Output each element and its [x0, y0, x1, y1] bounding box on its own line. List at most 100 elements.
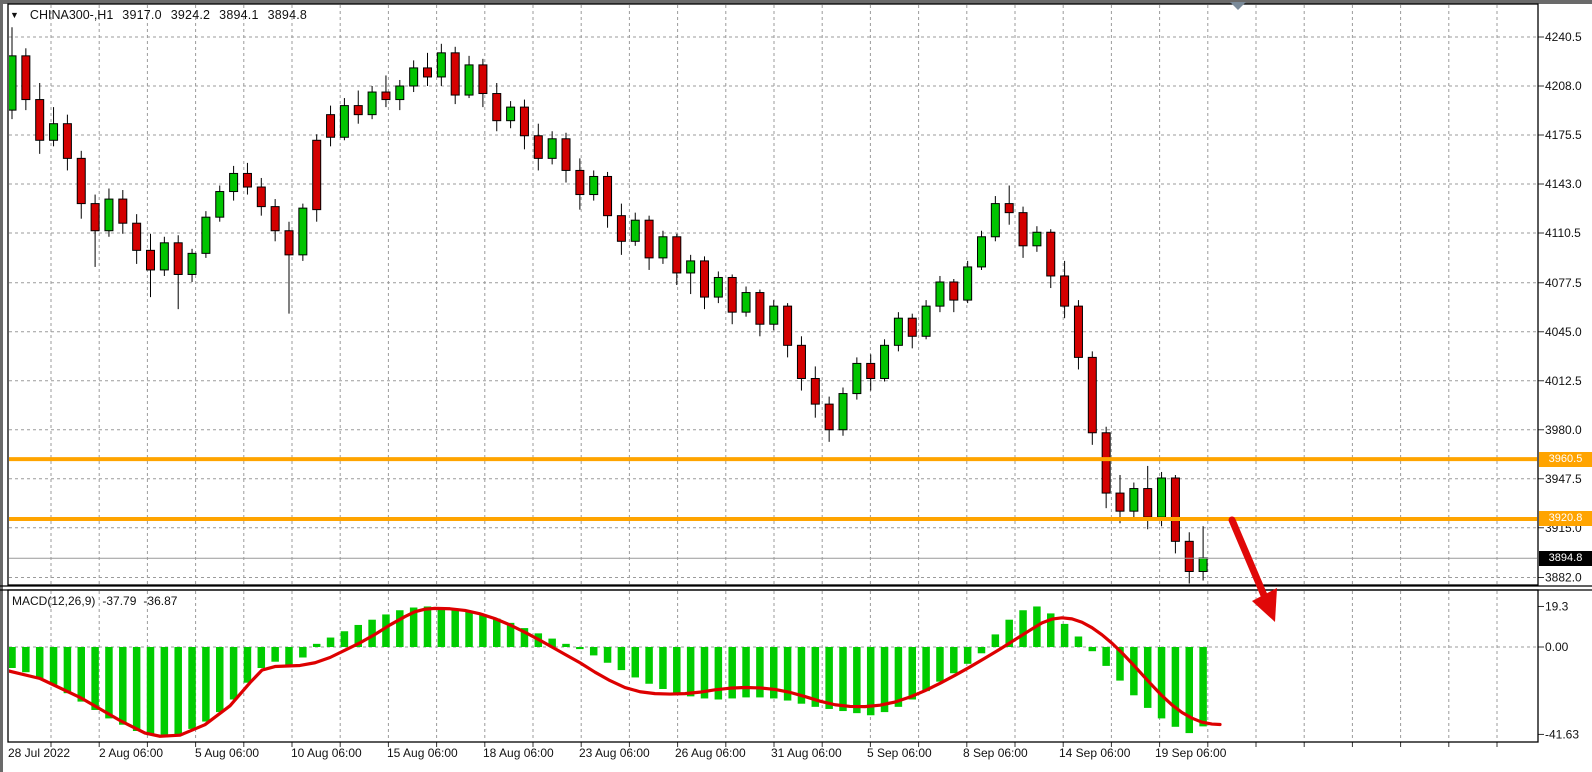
candle-up: [1157, 477, 1167, 518]
macd-histogram-bar: [382, 614, 390, 647]
macd-histogram-bar: [119, 647, 127, 725]
macd-histogram-bar: [1185, 647, 1193, 734]
candle-up: [880, 344, 890, 379]
macd-histogram-bar: [1019, 610, 1027, 647]
candle-up: [436, 52, 446, 78]
macd-histogram-bar: [9, 647, 16, 668]
macd-panel[interactable]: [5, 606, 1537, 738]
candle-down: [492, 93, 502, 122]
price-axis-label: 4110.5: [1545, 226, 1581, 240]
macd-histogram-bar: [936, 647, 944, 682]
red-down-arrow-head[interactable]: [1252, 588, 1277, 622]
candle-up: [187, 252, 197, 275]
candle-down: [90, 203, 100, 232]
candle-down: [242, 172, 252, 188]
macd-panel-border: [7, 589, 1539, 743]
candle-up: [395, 85, 405, 101]
price-badge-last: 3894.8: [1539, 551, 1592, 566]
macd-histogram-bar: [146, 647, 155, 736]
candle-up: [658, 236, 668, 259]
candle-up: [852, 362, 862, 395]
candle-up: [339, 105, 349, 138]
macd-histogram-bar: [991, 634, 1000, 647]
candle-down: [450, 52, 460, 96]
candle-down: [62, 123, 72, 159]
candle-down: [561, 138, 571, 171]
candle-down: [21, 55, 31, 101]
price-axis-label: 4077.5: [1545, 276, 1582, 290]
main-panel-border: [7, 3, 1539, 586]
macd-histogram-bar: [908, 647, 916, 700]
candle-down: [1004, 203, 1014, 214]
macd-main-value: -37.79: [102, 594, 137, 608]
macd-histogram-bar: [728, 647, 736, 699]
price-axis-label: 4175.5: [1545, 128, 1582, 142]
time-axis-label: 15 Aug 06:00: [387, 746, 458, 760]
candle-down: [1170, 477, 1180, 542]
macd-histogram-bar: [63, 647, 72, 694]
macd-signal-line: [9, 606, 1222, 738]
candle-up: [229, 172, 239, 193]
macd-histogram-bar: [839, 647, 847, 712]
macd-histogram-bar: [797, 647, 806, 704]
macd-histogram-bar: [451, 608, 459, 647]
candle-up: [990, 203, 1000, 238]
candle-up: [630, 219, 640, 242]
time-axis-label: 8 Sep 06:00: [963, 746, 1028, 760]
candle-up: [9, 55, 17, 111]
candle-up: [298, 207, 308, 256]
macd-histogram-bar: [493, 618, 501, 647]
candle-down: [1060, 275, 1070, 307]
macd-histogram-bar: [160, 647, 169, 738]
candle-down: [616, 215, 626, 242]
macd-histogram-bar: [216, 647, 224, 713]
candle-up: [921, 305, 931, 337]
symbol-dropdown-icon[interactable]: ▼: [10, 10, 19, 20]
candle-down: [700, 260, 709, 298]
candle-up: [963, 266, 973, 301]
quote-high: 3924.2: [170, 8, 211, 22]
macd-histogram-bar: [105, 647, 113, 719]
scroll-to-end-marker-icon[interactable]: [1230, 2, 1246, 10]
candle-up: [49, 123, 59, 141]
macd-histogram-bar: [589, 647, 598, 656]
macd-histogram-bar: [1088, 647, 1097, 652]
candle-down: [1101, 432, 1111, 494]
macd-histogram-bar: [506, 622, 515, 647]
price-axis-label: 3882.0: [1545, 571, 1582, 585]
red-down-arrow[interactable]: [1228, 516, 1270, 604]
macd-histogram-bar: [922, 647, 930, 692]
macd-histogram-bar: [409, 607, 418, 647]
macd-histogram-bar: [617, 647, 626, 671]
time-axis-label: 31 Aug 06:00: [771, 746, 842, 760]
candle-up: [686, 260, 696, 274]
time-axis-label: 18 Aug 06:00: [483, 746, 554, 760]
price-badge-lower-orange[interactable]: 3920.8: [1539, 511, 1592, 526]
candle-down: [1115, 492, 1125, 512]
time-axis-label: 26 Aug 06:00: [675, 746, 746, 760]
candle-down: [575, 169, 585, 196]
price-badge-upper-orange[interactable]: 3960.5: [1539, 452, 1592, 467]
macd-histogram-bar: [1157, 647, 1166, 719]
macd-histogram-bar: [77, 647, 85, 702]
macd-histogram-bar: [1102, 647, 1110, 666]
candle-down: [146, 249, 155, 271]
quote-close: 3894.8: [267, 8, 308, 22]
macd-histogram-bar: [174, 647, 182, 736]
candle-up: [893, 317, 903, 346]
candle-down: [76, 157, 86, 205]
macd-histogram-bar: [202, 647, 210, 722]
time-axis-label: 28 Jul 2022: [8, 746, 70, 760]
macd-signal-value: -36.87: [143, 594, 178, 608]
candle-panel[interactable]: [8, 27, 1208, 584]
macd-histogram-bar: [132, 647, 141, 731]
macd-histogram-bar: [326, 637, 335, 647]
macd-histogram-bar: [188, 647, 196, 729]
candle-up: [104, 198, 114, 232]
macd-histogram-bar: [631, 647, 639, 678]
candle-up: [1129, 488, 1139, 512]
macd-histogram-bar: [825, 647, 833, 709]
macd-histogram-bar: [548, 638, 556, 647]
candle-down: [1046, 231, 1056, 277]
